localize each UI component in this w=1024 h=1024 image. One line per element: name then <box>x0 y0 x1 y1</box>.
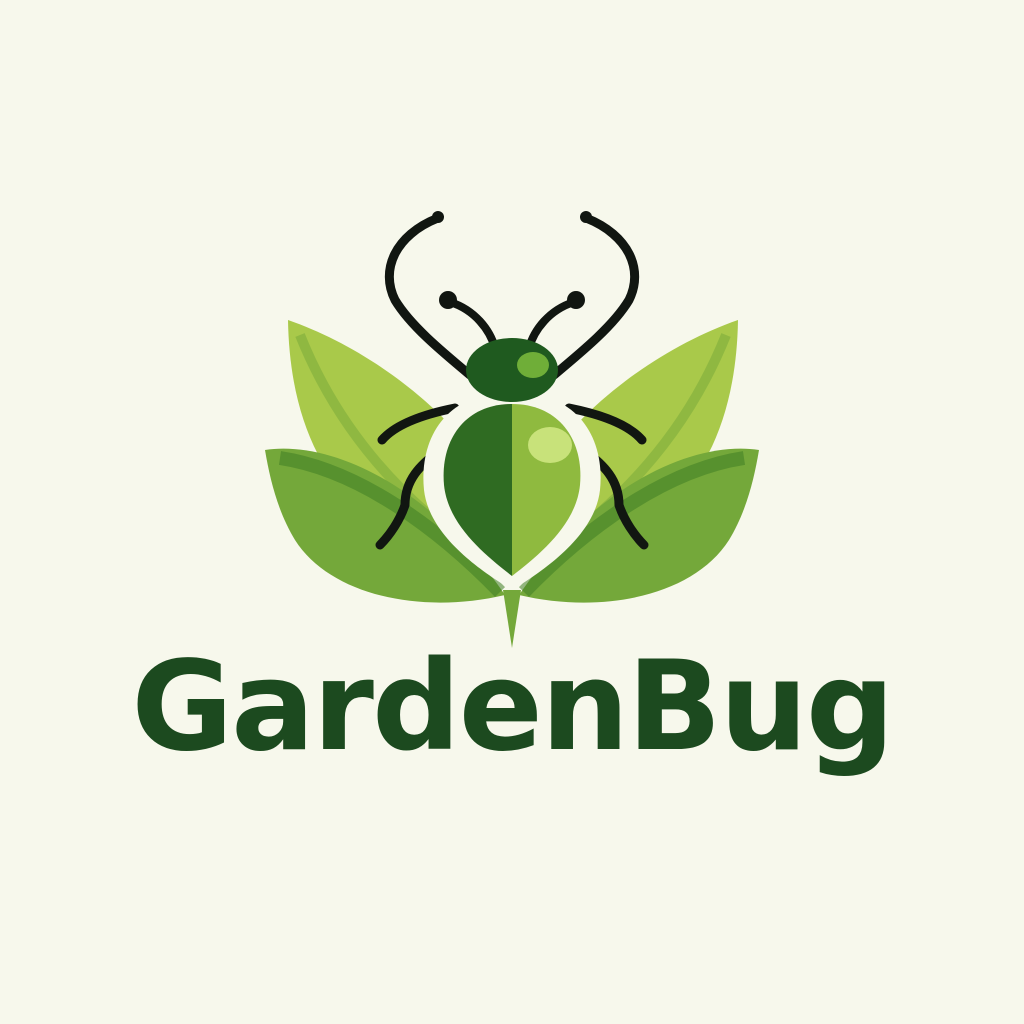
leaf-lower-right <box>519 448 759 603</box>
beetle-highlight <box>528 427 572 463</box>
beetle-body-left <box>443 404 512 576</box>
brand-name: GardenBug <box>131 635 894 779</box>
leaf-lower-left <box>265 448 505 603</box>
leaf-stem <box>503 590 521 648</box>
